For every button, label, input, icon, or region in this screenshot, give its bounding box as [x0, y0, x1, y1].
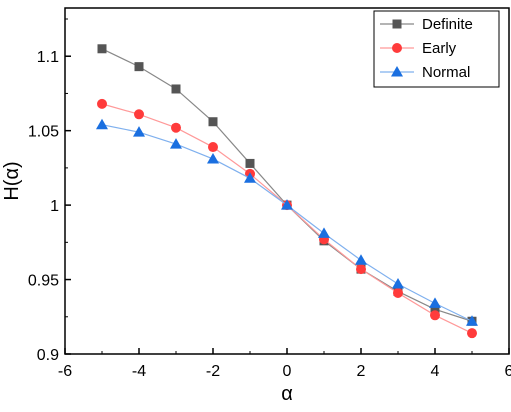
- x-tick-label: 0: [283, 363, 292, 380]
- data-point-normal: [170, 138, 182, 149]
- x-tick-label: -4: [132, 363, 146, 380]
- data-point-normal: [244, 172, 256, 183]
- data-point-normal: [318, 227, 330, 238]
- y-tick-label: 0.95: [28, 273, 59, 290]
- data-point-early: [356, 264, 366, 275]
- data-point-normal: [96, 118, 108, 130]
- x-tick-label: 6: [505, 363, 511, 380]
- data-point-definite: [171, 84, 181, 94]
- data-point-early: [393, 287, 403, 298]
- legend-item-definite: Definite: [380, 16, 473, 33]
- series-line-definite: [101, 48, 473, 322]
- x-axis: -6 -4 -2 0 2 4 6: [58, 348, 511, 380]
- x-tick-label: 4: [431, 363, 440, 380]
- data-point-definite: [245, 158, 255, 168]
- legend-item-normal: Normal: [380, 64, 470, 81]
- legend-marker-normal: [391, 66, 403, 77]
- y-tick-label: 0.9: [37, 347, 59, 364]
- legend: Definite Early Normal: [373, 10, 500, 88]
- legend-marker-definite: [392, 19, 402, 29]
- y-tick-label: 1.1: [37, 49, 59, 66]
- y-tick-label: 1.05: [28, 124, 59, 141]
- data-point-early: [467, 328, 477, 339]
- series-normal: [96, 118, 478, 326]
- data-point-normal: [281, 199, 293, 210]
- series-line-normal: [101, 124, 473, 322]
- legend-item-early: Early: [380, 40, 457, 57]
- x-tick-label: 2: [357, 363, 366, 380]
- legend-label-early: Early: [422, 40, 457, 57]
- data-point-definite: [430, 304, 440, 314]
- y-axis-title: H(α): [1, 161, 23, 200]
- data-point-normal: [392, 278, 404, 289]
- data-point-definite: [208, 117, 218, 127]
- data-point-early: [208, 142, 218, 153]
- x-axis-title: α: [281, 383, 293, 405]
- data-point-normal: [133, 126, 145, 137]
- data-point-early: [430, 310, 440, 321]
- series-layer: [96, 44, 478, 339]
- legend-label-normal: Normal: [422, 64, 470, 81]
- data-point-early: [97, 98, 107, 109]
- data-point-early: [171, 122, 181, 133]
- data-point-normal: [466, 315, 478, 326]
- data-point-definite: [134, 62, 144, 72]
- y-tick-label: 1: [50, 198, 59, 215]
- legend-marker-early: [392, 43, 402, 53]
- x-tick-label: -6: [58, 363, 72, 380]
- data-point-normal: [207, 152, 219, 164]
- y-axis: 0.9 0.95 1 1.05 1.1: [28, 18, 71, 364]
- legend-label-definite: Definite: [422, 16, 473, 33]
- x-tick-label: -2: [206, 363, 220, 380]
- data-point-definite: [97, 44, 107, 54]
- data-point-early: [134, 109, 144, 120]
- data-point-normal: [429, 297, 441, 308]
- data-point-normal: [355, 254, 367, 265]
